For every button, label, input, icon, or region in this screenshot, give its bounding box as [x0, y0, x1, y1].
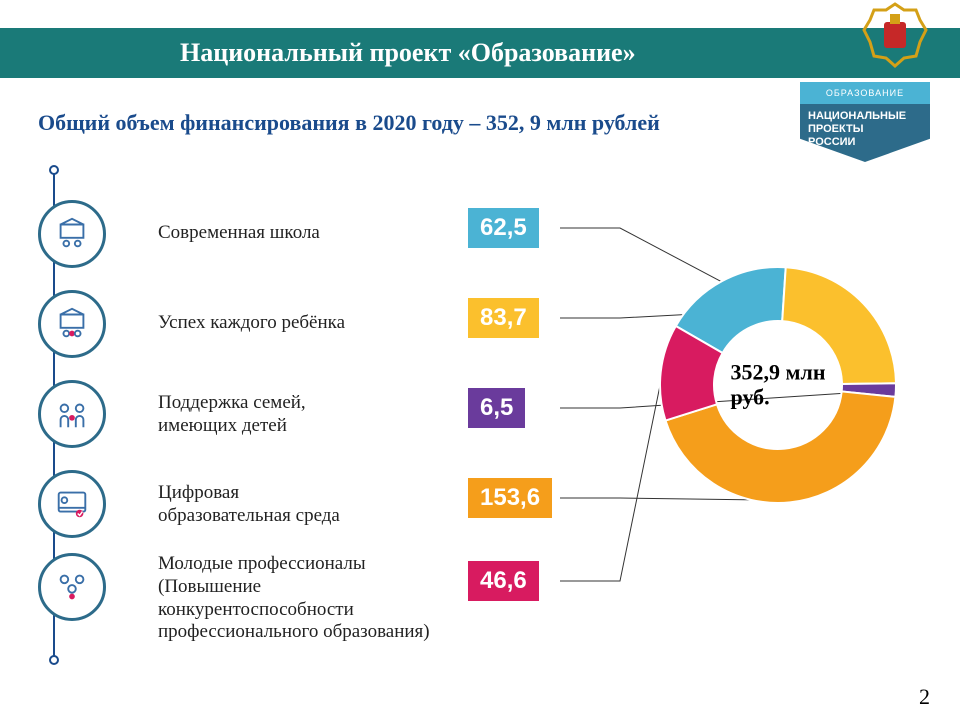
- item-icon: [38, 380, 106, 448]
- value-box: 46,6: [468, 561, 539, 601]
- value-box: 6,5: [468, 388, 525, 428]
- page-number: 2: [919, 684, 930, 710]
- timeline-dot: [49, 165, 59, 175]
- subtitle: Общий объем финансирования в 2020 году –…: [38, 110, 660, 136]
- item-icon: [38, 553, 106, 621]
- item-icon: [38, 290, 106, 358]
- np-badge-bottom-label: НАЦИОНАЛЬНЫЕ ПРОЕКТЫ РОССИИ: [800, 104, 930, 162]
- page-title: Национальный проект «Образование»: [180, 38, 636, 68]
- donut-chart: 352,9 млнруб.: [648, 255, 908, 515]
- region-emblem-icon: [860, 0, 930, 70]
- item-label: Современная школа: [158, 222, 438, 245]
- value-box: 83,7: [468, 298, 539, 338]
- item-label: Цифроваяобразовательная среда: [158, 482, 438, 528]
- item-icon: [38, 200, 106, 268]
- timeline-dot: [49, 655, 59, 665]
- value-box: 62,5: [468, 208, 539, 248]
- donut-center-label: 352,9 млнруб.: [730, 360, 825, 411]
- item-label: Успех каждого ребёнка: [158, 312, 438, 335]
- item-icon: [38, 470, 106, 538]
- national-projects-badge: ОБРАЗОВАНИЕ НАЦИОНАЛЬНЫЕ ПРОЕКТЫ РОССИИ: [800, 82, 930, 162]
- np-badge-top-label: ОБРАЗОВАНИЕ: [800, 82, 930, 104]
- item-label: Поддержка семей,имеющих детей: [158, 392, 438, 438]
- header-bar: Национальный проект «Образование»: [0, 28, 960, 78]
- item-label: Молодые профессионалы(Повышениеконкурент…: [158, 553, 438, 644]
- value-box: 153,6: [468, 478, 552, 518]
